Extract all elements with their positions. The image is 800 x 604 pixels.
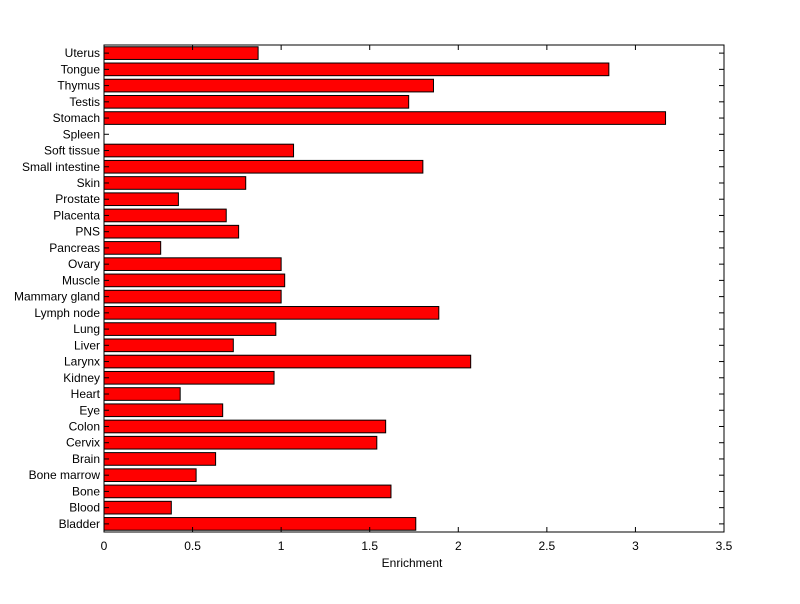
y-tick-label: Larynx xyxy=(64,355,100,369)
bar xyxy=(103,468,197,483)
bar xyxy=(103,517,417,531)
x-tick-label: 0.5 xyxy=(184,539,201,553)
bar xyxy=(103,46,259,60)
bar xyxy=(103,257,282,271)
x-axis-label: Enrichment xyxy=(382,556,443,570)
x-tick-label: 3.5 xyxy=(716,539,733,553)
x-tick-label: 3 xyxy=(632,539,639,553)
y-tick-label: Bladder xyxy=(59,517,100,531)
y-tick-label: Spleen xyxy=(63,127,100,141)
bar xyxy=(103,224,240,239)
bar xyxy=(103,289,282,304)
bar xyxy=(103,241,162,255)
y-tick-label: Skin xyxy=(77,176,100,190)
y-tick-label: Soft tissue xyxy=(44,144,100,158)
y-tick-label: Colon xyxy=(69,419,100,433)
y-tick-label: Eye xyxy=(79,403,100,417)
bar xyxy=(103,111,667,125)
bar xyxy=(103,370,275,385)
bar xyxy=(103,403,224,418)
bar xyxy=(103,419,387,434)
y-tick-label: Pancreas xyxy=(49,241,100,255)
bar xyxy=(103,484,392,499)
y-tick-label: Tongue xyxy=(61,62,101,76)
y-tick-label: Lymph node xyxy=(34,306,100,320)
bar xyxy=(103,78,434,93)
bar xyxy=(103,306,440,320)
y-tick-label: Stomach xyxy=(53,111,100,125)
bar xyxy=(103,354,472,369)
bar xyxy=(103,452,217,466)
y-tick-label: Liver xyxy=(74,338,100,352)
plot-background xyxy=(104,45,724,532)
bar xyxy=(103,500,172,515)
y-tick-label: Uterus xyxy=(65,46,100,60)
x-tick-label: 1.5 xyxy=(361,539,378,553)
x-tick-label: 2 xyxy=(455,539,462,553)
y-tick-label: PNS xyxy=(75,225,100,239)
plot-frame xyxy=(103,44,725,533)
y-tick-label: Kidney xyxy=(63,371,100,385)
bar xyxy=(103,435,378,450)
x-tick-label: 1 xyxy=(278,539,285,553)
bar xyxy=(103,159,424,174)
bar xyxy=(103,387,181,401)
y-tick-label: Lung xyxy=(73,322,100,336)
y-tick-label: Brain xyxy=(72,452,100,466)
y-tick-label: Mammary gland xyxy=(14,290,100,304)
y-tick-label: Bone xyxy=(72,484,100,498)
bar xyxy=(103,176,247,190)
y-tick-label: Blood xyxy=(69,501,100,515)
y-tick-label: Bone marrow xyxy=(29,468,101,482)
y-tick-label: Prostate xyxy=(55,192,100,206)
labels-layer: Uterus Tongue Thymus Testis Stomach Spleen Sof… xyxy=(14,46,733,553)
x-tick-label: 2.5 xyxy=(539,539,556,553)
y-tick-label: Muscle xyxy=(62,273,100,287)
y-tick-label: Heart xyxy=(71,387,101,401)
bar xyxy=(103,208,227,223)
bar xyxy=(103,338,234,353)
y-tick-label: Ovary xyxy=(68,257,100,271)
bar xyxy=(103,192,179,207)
y-tick-label: Thymus xyxy=(57,79,100,93)
ticks-layer xyxy=(103,45,725,532)
bar xyxy=(103,62,610,77)
y-tick-label: Small intestine xyxy=(22,160,100,174)
bar xyxy=(103,273,286,288)
y-tick-label: Cervix xyxy=(66,436,100,450)
y-tick-label: Testis xyxy=(69,95,100,109)
bar xyxy=(103,143,295,158)
bar xyxy=(103,322,277,336)
y-tick-label: Placenta xyxy=(53,208,100,222)
x-tick-label: 0 xyxy=(101,539,108,553)
bar xyxy=(103,94,410,109)
